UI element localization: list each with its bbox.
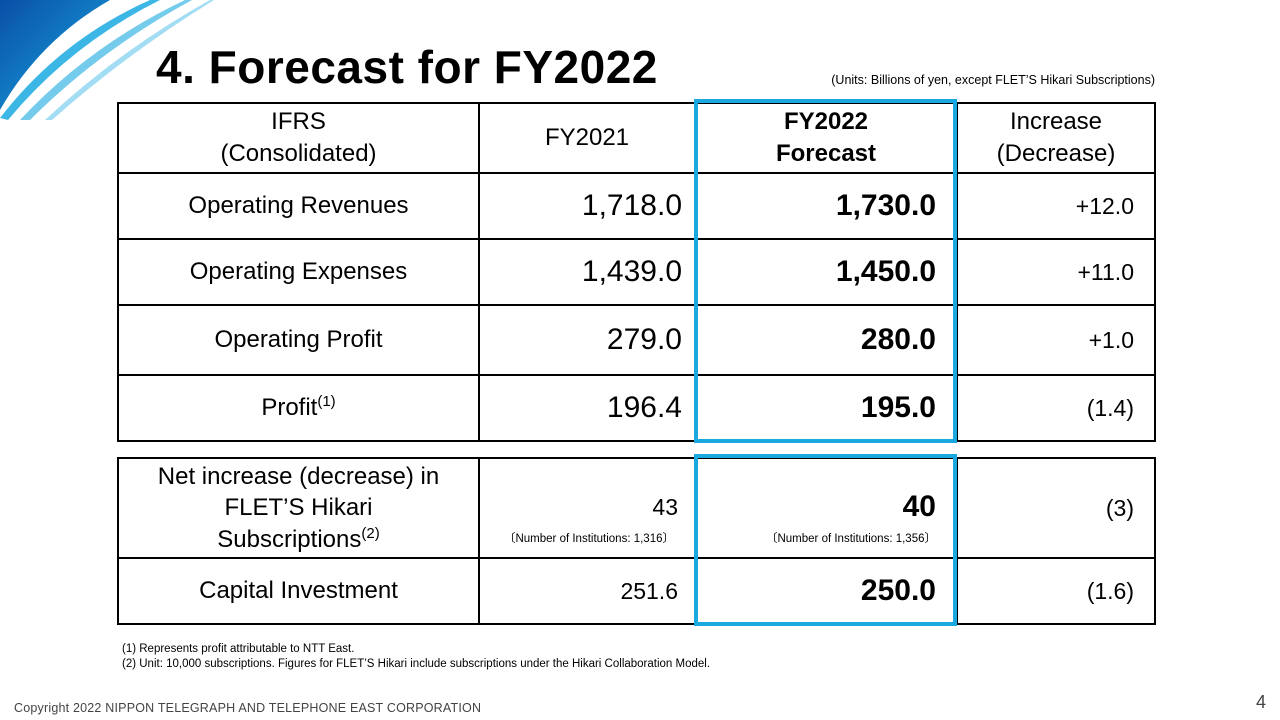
change-value: +12.0 xyxy=(956,172,1156,240)
header-ifrs-line2: (Consolidated) xyxy=(220,140,377,167)
corner-decoration xyxy=(0,0,214,120)
forecast-value: 40 〔Number of Institutions: 1,356〕 xyxy=(694,457,958,559)
table-row: Capital Investment 251.6 250.0 (1.6) xyxy=(117,557,1156,625)
fy2021-value: 196.4 xyxy=(478,374,696,442)
header-fy2021: FY2021 xyxy=(478,102,696,174)
row-label: Capital Investment xyxy=(117,557,480,625)
row-label-line3: Subscriptions(2) xyxy=(119,524,478,555)
change-value: (3) xyxy=(956,457,1156,559)
header-forecast-line2: Forecast xyxy=(775,140,877,167)
footnote: (1) Represents profit attributable to NT… xyxy=(122,643,355,655)
page-title: 4. Forecast for FY2022 xyxy=(156,41,658,93)
footnote: (2) Unit: 10,000 subscriptions. Figures … xyxy=(122,658,711,670)
fy2021-number: 43 xyxy=(652,494,678,520)
page-number: 4 xyxy=(1255,692,1266,712)
row-label: Operating Profit xyxy=(117,304,480,376)
footnote-marker: (2) xyxy=(361,524,380,542)
forecast-value: 280.0 xyxy=(694,304,958,376)
copyright: Copyright 2022 NIPPON TELEGRAPH AND TELE… xyxy=(14,701,482,715)
forecast-value: 1,450.0 xyxy=(694,238,958,306)
table-row: Profit(1) 196.4 195.0 (1.4) xyxy=(117,374,1156,442)
header-forecast-line1: FY2022 xyxy=(783,107,869,135)
forecast-value: 1,730.0 xyxy=(694,172,958,240)
subscriptions-table: Net increase (decrease) in FLET’S Hikari… xyxy=(117,457,1156,625)
institutions-note: 〔Number of Institutions: 1,316〕 xyxy=(503,533,674,545)
row-label-line1: Net increase (decrease) in xyxy=(157,463,440,491)
units-note: (Units: Billions of yen, except FLET’S H… xyxy=(831,73,1155,87)
footnote-marker: (1) xyxy=(317,393,336,410)
header-fy2022-forecast: FY2022 Forecast xyxy=(694,102,958,174)
row-label-line2: FLET’S Hikari xyxy=(224,494,373,522)
header-increase-line2: (Decrease) xyxy=(996,140,1116,167)
row-label-text: Profit xyxy=(261,394,318,421)
header-ifrs: IFRS (Consolidated) xyxy=(117,102,480,174)
fy2021-value: 1,718.0 xyxy=(478,172,696,240)
table-row: Operating Expenses 1,439.0 1,450.0 +11.0 xyxy=(117,238,1156,306)
table-row: Operating Revenues 1,718.0 1,730.0 +12.0 xyxy=(117,172,1156,240)
table-header-row: IFRS (Consolidated) FY2021 FY2022 Foreca… xyxy=(117,102,1156,174)
row-label: Operating Revenues xyxy=(117,172,480,240)
institutions-note: 〔Number of Institutions: 1,356〕 xyxy=(765,533,936,545)
fy2021-value: 251.6 xyxy=(478,557,696,625)
table-row: Operating Profit 279.0 280.0 +1.0 xyxy=(117,304,1156,376)
forecast-value: 195.0 xyxy=(694,374,958,442)
change-value: +1.0 xyxy=(956,304,1156,376)
header-ifrs-line1: IFRS xyxy=(271,107,326,135)
row-label: Profit(1) xyxy=(117,374,480,442)
change-value: +11.0 xyxy=(956,238,1156,306)
forecast-table: IFRS (Consolidated) FY2021 FY2022 Foreca… xyxy=(117,102,1156,442)
change-value: (1.6) xyxy=(956,557,1156,625)
row-label: Operating Expenses xyxy=(117,238,480,306)
header-increase-line1: Increase xyxy=(1009,107,1103,135)
fy2021-value: 43 〔Number of Institutions: 1,316〕 xyxy=(478,457,696,559)
row-label: Net increase (decrease) in FLET’S Hikari… xyxy=(117,457,480,559)
forecast-number: 40 xyxy=(902,490,936,523)
fy2021-value: 279.0 xyxy=(478,304,696,376)
row-label-line3-text: Subscriptions xyxy=(217,525,362,553)
fy2021-value: 1,439.0 xyxy=(478,238,696,306)
header-increase: Increase (Decrease) xyxy=(956,102,1156,174)
footnotes: (1) Represents profit attributable to NT… xyxy=(122,642,710,672)
table-row: Net increase (decrease) in FLET’S Hikari… xyxy=(117,457,1156,559)
forecast-value: 250.0 xyxy=(694,557,958,625)
change-value: (1.4) xyxy=(956,374,1156,442)
